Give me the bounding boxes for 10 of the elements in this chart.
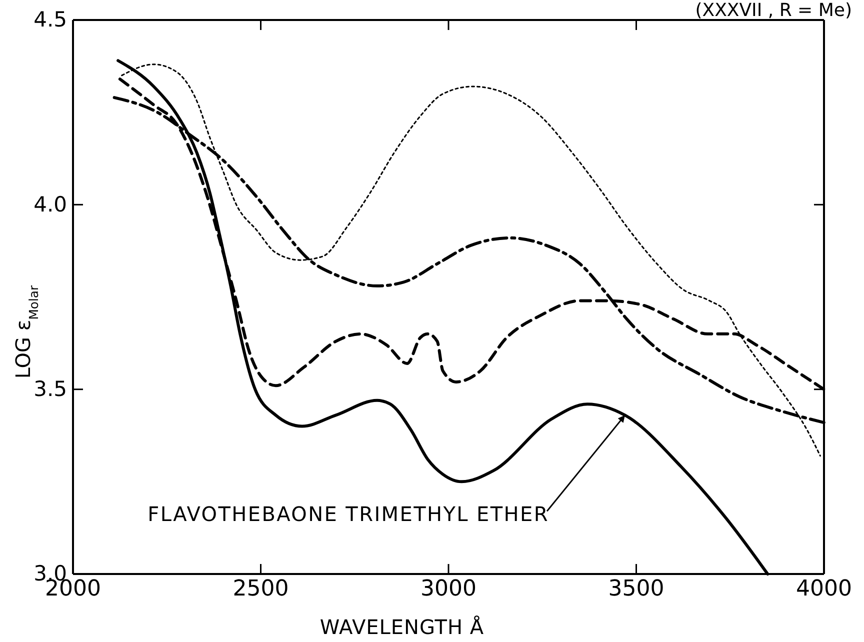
x-tick-label: 3500 — [608, 576, 664, 602]
y-tick-label: 4.0 — [34, 192, 67, 216]
y-tick-label: 4.5 — [34, 8, 67, 32]
x-tick-label: 2500 — [232, 576, 289, 602]
y-tick-label: 3.5 — [34, 377, 67, 402]
x-tick-label: 3000 — [420, 576, 476, 602]
annotation: (XXXVII , R = Me) — [695, 0, 852, 21]
annotation: FLAVOTHEBAONE TRIMETHYL ETHER — [148, 502, 549, 526]
x-axis-title: WAVELENGTH Å — [320, 615, 484, 639]
x-tick-label: 4000 — [796, 576, 852, 602]
